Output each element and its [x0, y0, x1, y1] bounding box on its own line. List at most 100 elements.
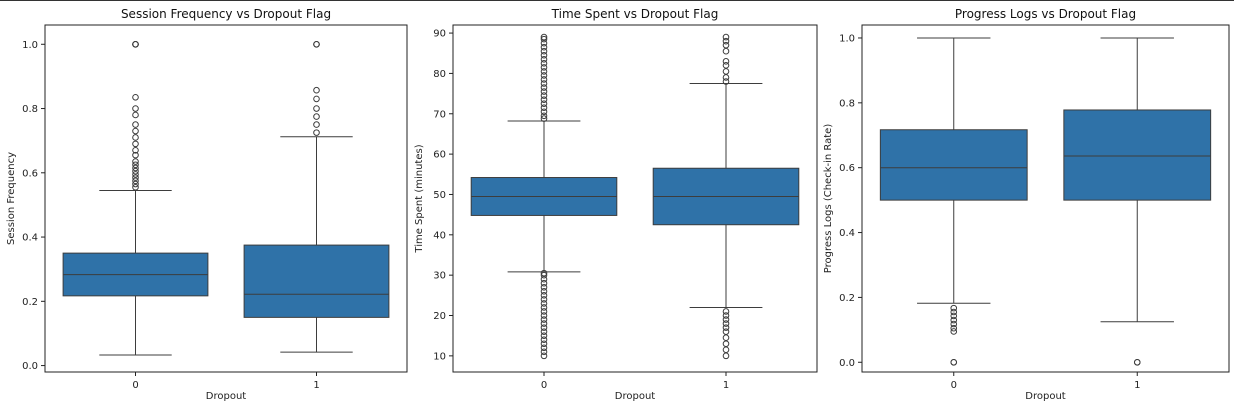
outlier-point: [540, 352, 548, 360]
y-axis-label: Session Frequency: [6, 152, 17, 245]
y-tick-label: 70: [433, 109, 446, 120]
outlier-point: [722, 316, 730, 323]
outlier-point: [132, 183, 139, 191]
outlier-point: [950, 358, 958, 366]
outlier-point: [540, 296, 548, 303]
box-0: [470, 33, 618, 360]
y-tick-label: 0.8: [22, 104, 38, 115]
outlier-point: [722, 68, 730, 75]
outlier-point: [540, 84, 548, 91]
y-tick-label: 1.0: [839, 33, 855, 44]
y-tick-label: 0.2: [22, 297, 38, 308]
outlier-point: [540, 288, 548, 295]
x-tick-label: 1: [1134, 380, 1140, 391]
x-tick-label: 0: [951, 380, 957, 391]
outlier-point: [313, 105, 320, 112]
outlier-point: [540, 108, 548, 116]
outlier-point: [540, 292, 548, 299]
y-tick-label: 1.0: [22, 40, 38, 51]
outlier-point: [540, 51, 548, 59]
outlier-point: [540, 332, 548, 339]
iqr-box: [1063, 109, 1212, 201]
outlier-point: [132, 161, 139, 169]
outlier-point: [540, 35, 548, 43]
x-tick-label: 1: [723, 380, 729, 391]
outlier-point: [540, 279, 548, 287]
outlier-point: [540, 283, 548, 291]
outlier-point: [132, 171, 139, 178]
outlier-point: [540, 312, 548, 319]
x-tick-label: 0: [132, 380, 138, 391]
outlier-point: [722, 346, 730, 354]
y-tick-label: 80: [433, 69, 446, 80]
outlier-point: [950, 312, 958, 320]
axes-frame: [452, 24, 818, 373]
outlier-point: [722, 58, 730, 65]
outlier-point: [132, 180, 139, 188]
box-0: [879, 37, 1028, 366]
outlier-point: [540, 112, 548, 120]
outlier-point: [132, 134, 139, 141]
outlier-point: [540, 33, 548, 41]
y-axis-label: Progress Logs (Check-in Rate): [823, 124, 834, 274]
outlier-point: [722, 352, 730, 360]
outlier-point: [540, 320, 548, 327]
x-tick-label: 1: [313, 380, 319, 391]
y-tick-label: 40: [433, 230, 446, 241]
y-tick-label: 30: [433, 271, 446, 282]
outlier-point: [722, 33, 730, 41]
outlier-point: [540, 316, 548, 323]
y-tick-label: 0.0: [839, 358, 855, 369]
outlier-point: [540, 88, 548, 95]
outlier-point: [950, 328, 958, 335]
outlier-point: [132, 40, 139, 48]
box-1: [652, 33, 800, 360]
y-tick-label: 20: [433, 311, 446, 322]
top-rule: [0, 0, 1234, 1]
outlier-point: [132, 177, 139, 185]
outlier-point: [950, 304, 958, 312]
outlier-point: [540, 60, 548, 67]
outlier-point: [313, 129, 320, 136]
outlier-point: [1133, 358, 1141, 366]
outlier-point: [540, 68, 548, 75]
x-axis-label: Dropout: [1025, 391, 1066, 402]
chart-panel-1: 0.0 0.2 0.4 0.6 0.8 1.0 0 1 Session Frequency vs…: [6, 7, 408, 402]
box-0: [62, 40, 209, 356]
outlier-point: [722, 37, 730, 45]
chart-panel-2: 10 20 30 40 50 60 70 80 90 0 1 Time Spent vs Dropou…: [414, 7, 818, 402]
outlier-point: [132, 174, 139, 181]
outlier-point: [540, 300, 548, 307]
outlier-point: [540, 269, 548, 277]
chart-title: Session Frequency vs Dropout Flag: [121, 7, 331, 21]
chart-panel-3: 0.0 0.2 0.4 0.6 0.8 1.0 0 1 Progress Logs vs Dro…: [823, 7, 1230, 402]
outlier-point: [313, 86, 320, 94]
outlier-point: [540, 115, 548, 122]
iqr-box: [879, 129, 1028, 201]
outlier-point: [132, 111, 139, 119]
box-1: [243, 40, 390, 353]
outlier-point: [540, 271, 548, 279]
outlier-point: [540, 308, 548, 315]
outlier-point: [950, 308, 958, 316]
outlier-point: [132, 147, 139, 154]
outlier-point: [313, 95, 320, 103]
outlier-point: [950, 316, 958, 324]
y-tick-label: 0.6: [839, 163, 855, 174]
outlier-point: [950, 324, 958, 332]
outlier-point: [132, 151, 139, 159]
outlier-point: [540, 80, 548, 87]
outlier-point: [722, 62, 730, 69]
y-axis-label: Time Spent (minutes): [414, 144, 425, 253]
outlier-point: [540, 92, 548, 99]
outlier-point: [722, 324, 730, 331]
outlier-point: [132, 158, 139, 165]
outlier-point: [540, 100, 548, 107]
outlier-point: [722, 312, 730, 319]
y-tick-label: 60: [433, 150, 446, 161]
outlier-point: [540, 72, 548, 79]
outlier-point: [540, 328, 548, 335]
outlier-point: [722, 308, 730, 315]
outlier-point: [132, 105, 139, 112]
